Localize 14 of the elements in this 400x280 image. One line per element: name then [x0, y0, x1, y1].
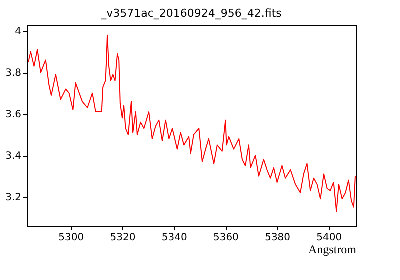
y-tick-label: 3.6	[6, 110, 22, 121]
x-tick-label: 5320	[110, 232, 136, 244]
x-tick-label: 5400	[316, 232, 342, 244]
x-tick-label: 5340	[162, 232, 188, 244]
x-tick-label: 5300	[58, 232, 84, 244]
y-tick-label: 4	[15, 26, 22, 38]
chart-title: _v3571ac_20160924_956_42.fits	[100, 7, 282, 20]
line-series	[28, 34, 356, 212]
x-axis-title: Angstrom	[308, 242, 358, 256]
x-tick-label: 5360	[213, 232, 239, 244]
x-tick-label: 5380	[265, 232, 291, 244]
y-tick-label: 3.2	[6, 192, 22, 204]
y-tick-label: 3.4	[6, 151, 22, 162]
y-tick-label: 3.8	[6, 68, 22, 80]
